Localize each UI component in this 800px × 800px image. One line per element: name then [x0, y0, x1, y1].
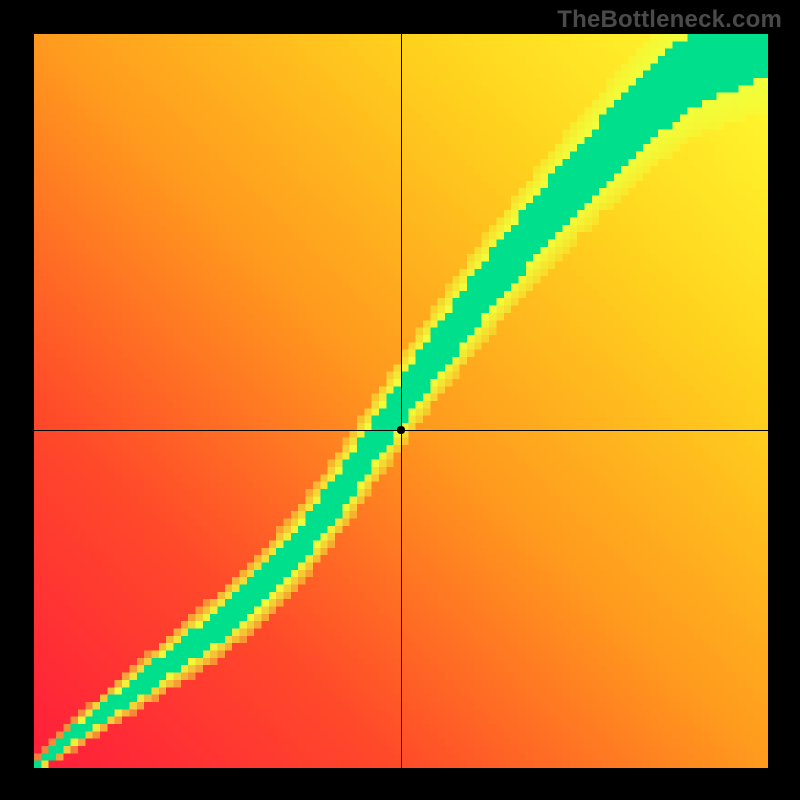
bottleneck-heatmap [34, 34, 768, 768]
watermark-text: TheBottleneck.com [557, 6, 782, 34]
chart-stage: TheBottleneck.com [0, 0, 800, 800]
crosshair-dot [393, 422, 409, 438]
